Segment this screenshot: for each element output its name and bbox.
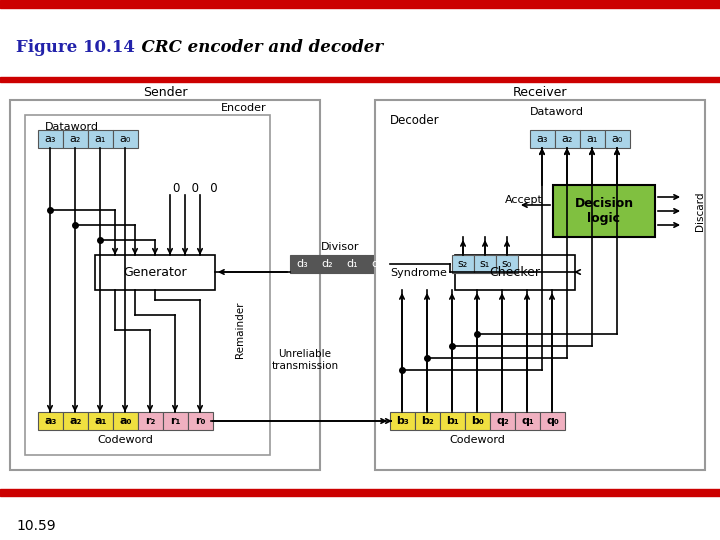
Bar	[455, 255, 575, 290]
Text: d₀: d₀	[372, 259, 383, 269]
Text: Decoder: Decoder	[390, 113, 440, 126]
Text: Figure 10.14: Figure 10.14	[16, 39, 135, 57]
Text: Divisor: Divisor	[320, 242, 359, 252]
Text: a₃: a₃	[45, 134, 56, 144]
Bar	[440, 412, 465, 430]
Text: a₀: a₀	[612, 134, 624, 144]
Bar	[452, 255, 474, 273]
Bar	[315, 255, 340, 273]
Text: a₂: a₂	[70, 134, 81, 144]
Bar	[553, 185, 655, 237]
Text: Receiver: Receiver	[513, 86, 567, 99]
Text: q₀: q₀	[546, 416, 559, 426]
Bar	[375, 100, 705, 470]
Text: a₂: a₂	[562, 134, 573, 144]
Bar	[365, 255, 390, 273]
Text: Accept: Accept	[505, 195, 543, 205]
Bar	[10, 100, 320, 470]
Bar	[340, 255, 365, 273]
Bar	[290, 255, 315, 273]
Text: d₃: d₃	[297, 259, 308, 269]
Bar	[113, 412, 138, 430]
Bar	[490, 412, 515, 430]
Text: 10.59: 10.59	[16, 519, 55, 533]
Text: Encoder: Encoder	[221, 103, 267, 113]
Bar	[390, 412, 415, 430]
Bar	[38, 412, 63, 430]
Text: a₀: a₀	[120, 134, 131, 144]
Text: Unreliable
transmission: Unreliable transmission	[271, 349, 338, 371]
Text: Codeword: Codeword	[98, 435, 153, 445]
Text: Remainder: Remainder	[235, 302, 245, 358]
Bar	[63, 412, 88, 430]
Bar	[465, 412, 490, 430]
Bar	[163, 412, 188, 430]
Bar	[138, 412, 163, 430]
Text: s₁: s₁	[480, 259, 490, 269]
Text: a₁: a₁	[587, 134, 598, 144]
Bar	[0, 489, 720, 496]
Bar	[540, 412, 565, 430]
Text: Codeword: Codeword	[449, 435, 505, 445]
Text: d₁: d₁	[347, 259, 359, 269]
Text: q₁: q₁	[521, 416, 534, 426]
Text: Syndrome: Syndrome	[390, 267, 447, 278]
Bar	[63, 130, 88, 148]
Bar	[0, 0, 720, 8]
Bar	[415, 412, 440, 430]
Text: r₁: r₁	[171, 416, 181, 426]
Text: s₀: s₀	[502, 259, 512, 269]
Bar	[605, 130, 630, 148]
Text: a₃: a₃	[45, 416, 57, 426]
Text: r₂: r₂	[145, 416, 156, 426]
Bar	[0, 77, 720, 82]
Bar	[474, 255, 496, 273]
Text: a₁: a₁	[95, 134, 106, 144]
Bar	[88, 412, 113, 430]
Text: b₀: b₀	[471, 416, 484, 426]
Text: a₂: a₂	[69, 416, 81, 426]
Text: r₀: r₀	[195, 416, 206, 426]
Text: Checker: Checker	[490, 266, 541, 279]
Text: Decision
logic: Decision logic	[575, 197, 634, 225]
Text: q₂: q₂	[496, 416, 509, 426]
Text: a₃: a₃	[536, 134, 548, 144]
Text: a₀: a₀	[120, 416, 132, 426]
Text: Dataword: Dataword	[530, 107, 584, 117]
Text: a₁: a₁	[94, 416, 107, 426]
Text: Generator: Generator	[123, 266, 186, 279]
Text: b₃: b₃	[396, 416, 409, 426]
Text: 0   0   0: 0 0 0	[173, 181, 217, 194]
Text: s₂: s₂	[458, 259, 468, 269]
Text: d₂: d₂	[322, 259, 333, 269]
Bar	[188, 412, 213, 430]
Bar	[95, 255, 215, 290]
Bar	[25, 115, 270, 455]
Bar	[555, 130, 580, 148]
Bar	[580, 130, 605, 148]
Bar	[515, 412, 540, 430]
Bar	[496, 255, 518, 273]
Bar	[38, 130, 63, 148]
Text: Sender: Sender	[143, 86, 187, 99]
Bar	[88, 130, 113, 148]
Text: Discard: Discard	[695, 191, 705, 231]
Text: CRC encoder and decoder: CRC encoder and decoder	[130, 39, 383, 57]
Bar	[113, 130, 138, 148]
Text: b₂: b₂	[421, 416, 434, 426]
Text: Dataword: Dataword	[45, 122, 99, 132]
Bar	[530, 130, 555, 148]
Text: b₁: b₁	[446, 416, 459, 426]
